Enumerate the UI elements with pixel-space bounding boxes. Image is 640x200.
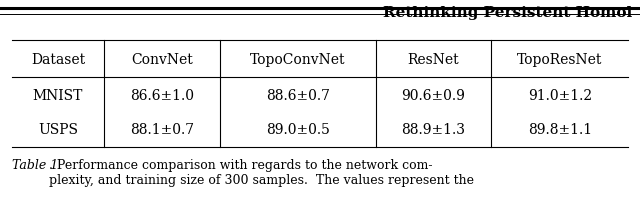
Text: ResNet: ResNet [408,53,459,66]
Text: 91.0±1.2: 91.0±1.2 [527,88,592,102]
Text: Dataset: Dataset [31,53,85,66]
Text: TopoConvNet: TopoConvNet [250,53,346,66]
Text: 86.6±1.0: 86.6±1.0 [130,88,194,102]
Text: 88.1±0.7: 88.1±0.7 [130,123,194,137]
Text: TopoResNet: TopoResNet [517,53,602,66]
Text: 89.8±1.1: 89.8±1.1 [527,123,592,137]
Text: Table 1: Table 1 [12,158,58,171]
Text: MNIST: MNIST [33,88,83,102]
Text: 90.6±0.9: 90.6±0.9 [401,88,465,102]
Text: USPS: USPS [38,123,78,137]
Text: Rethinking Persistent Homol: Rethinking Persistent Homol [383,6,632,20]
Text: ConvNet: ConvNet [131,53,193,66]
Text: 88.6±0.7: 88.6±0.7 [266,88,330,102]
Text: 88.9±1.3: 88.9±1.3 [401,123,465,137]
Text: 89.0±0.5: 89.0±0.5 [266,123,330,137]
Text: . Performance comparison with regards to the network com-
plexity, and training : . Performance comparison with regards to… [49,158,474,186]
